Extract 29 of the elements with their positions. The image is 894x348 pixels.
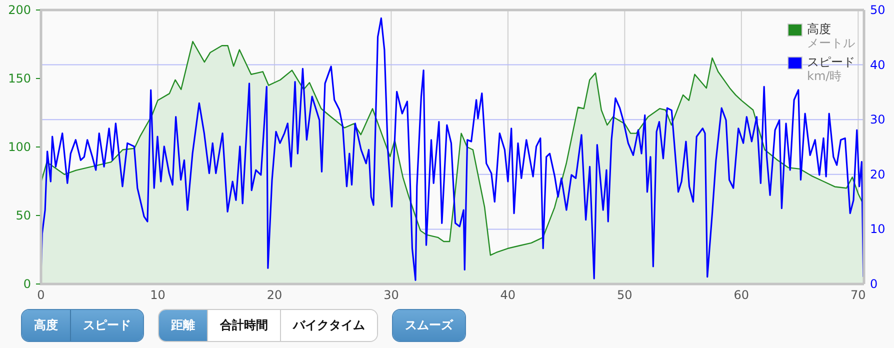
x-tick-label: 0 <box>37 288 45 302</box>
y-tick-label: 100 <box>8 140 31 154</box>
y2-tick-label: 0 <box>870 277 878 291</box>
x-tick-label: 70 <box>850 288 866 302</box>
y-tick-label: 50 <box>16 208 31 222</box>
annotation: km/時 <box>807 69 842 83</box>
y-tick-label: 200 <box>8 3 31 17</box>
y2-tick-label: 20 <box>870 167 886 182</box>
y2-tick-label: 40 <box>870 58 886 72</box>
y2-tick-label: 50 <box>870 3 886 17</box>
x-tick-label: 60 <box>734 288 750 302</box>
legend-label: 高度 <box>807 22 831 36</box>
annotation: メートル <box>807 36 855 50</box>
text: 合計時間 <box>207 310 280 341</box>
y-tick-label: 150 <box>8 72 31 86</box>
text: バイクタイム <box>280 310 377 341</box>
x-tick-label: 50 <box>617 288 632 302</box>
legend-label: スピード <box>807 55 855 69</box>
text: 距離 <box>159 310 207 341</box>
x-tick-label: 30 <box>384 288 399 302</box>
y2-tick-label: 30 <box>870 112 886 127</box>
text: 高度 <box>22 310 70 341</box>
text: スピード <box>70 310 143 341</box>
y-tick-label: 0 <box>23 277 31 291</box>
y2-tick-label: 10 <box>870 222 886 236</box>
x-tick-label: 20 <box>266 288 282 302</box>
x-tick-label: 10 <box>150 288 166 302</box>
x-tick-label: 40 <box>500 288 516 302</box>
text: スムーズ <box>393 310 465 341</box>
